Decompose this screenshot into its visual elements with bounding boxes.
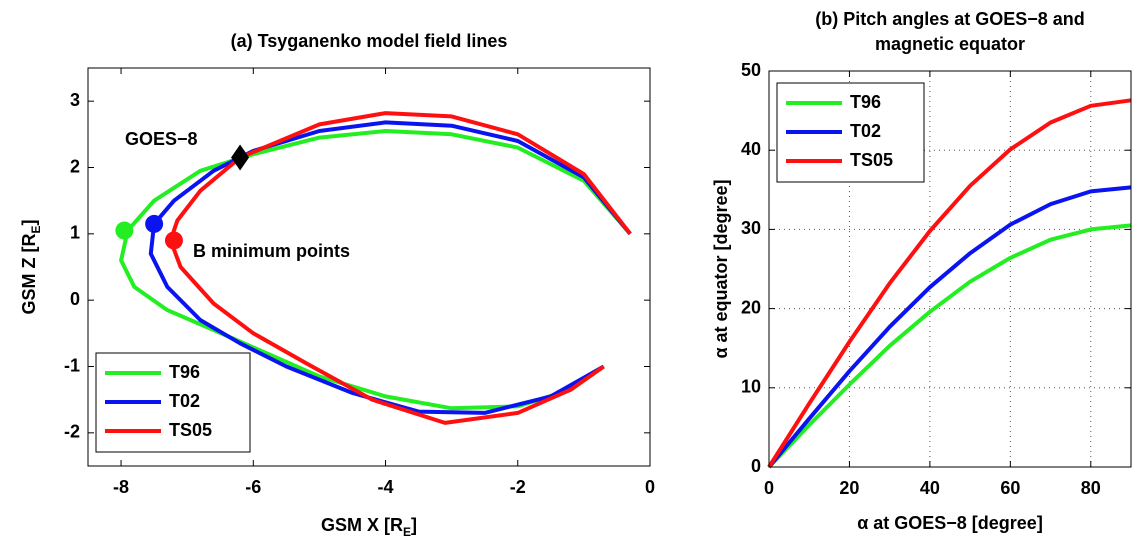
axis-label-subscript: E	[403, 525, 411, 539]
legend-label: TS05	[169, 420, 212, 440]
axis-label-part: ]	[19, 219, 39, 225]
y-tick-label: 0	[70, 289, 80, 309]
b-minimum-point	[164, 231, 183, 250]
series-line	[767, 98, 1132, 469]
chart-title: (b) Pitch angles at GOES−8 and	[815, 9, 1085, 29]
legend-label: T02	[850, 121, 881, 141]
axis-label: α at equator [degree]	[711, 179, 731, 358]
y-tick-label: -1	[64, 355, 80, 375]
axis-label-part: ]	[411, 515, 417, 535]
series-line	[767, 223, 1132, 469]
axis-label-part: GSM Z [R	[19, 234, 39, 315]
y-tick-label: 30	[741, 218, 761, 238]
y-tick-label: 40	[741, 139, 761, 159]
series-line	[148, 120, 632, 415]
series-line	[767, 185, 1132, 469]
legend-label: TS05	[850, 150, 893, 170]
b-minimum-point	[145, 214, 164, 233]
axis-label-part: α at GOES−8 [degree]	[857, 513, 1043, 533]
y-tick-label: -2	[64, 422, 80, 442]
axis-label-subscript: E	[29, 225, 43, 233]
y-tick-label: 20	[741, 297, 761, 317]
axis-label-part: α at equator [degree]	[711, 179, 731, 358]
x-tick-label: -6	[245, 477, 261, 497]
x-tick-label: -4	[378, 477, 394, 497]
legend-label: T02	[169, 391, 200, 411]
chart-title: magnetic equator	[875, 34, 1025, 54]
x-tick-label: 0	[764, 478, 774, 498]
annotation: GOES−8	[125, 129, 198, 149]
legend: T96 T02 TS05	[776, 82, 925, 183]
x-tick-label: 80	[1081, 478, 1101, 498]
axis-label: GSM Z [RE]	[19, 219, 43, 314]
plot-frame	[768, 70, 1132, 468]
x-tick-label: 40	[920, 478, 940, 498]
y-tick-label: 10	[741, 377, 761, 397]
y-tick-label: 50	[741, 60, 761, 80]
axis-label-part: GSM X [R	[321, 515, 403, 535]
axis-label: GSM X [RE]	[321, 515, 417, 539]
x-tick-label: 60	[1000, 478, 1020, 498]
y-tick-label: 0	[751, 456, 761, 476]
chart-title: (a) Tsyganenko model field lines	[231, 31, 508, 51]
y-tick-label: 3	[70, 90, 80, 110]
x-tick-label: 0	[645, 477, 655, 497]
x-tick-label: -2	[510, 477, 526, 497]
legend-label: T96	[169, 362, 200, 382]
axis-label: α at GOES−8 [degree]	[857, 513, 1043, 533]
annotation: B minimum points	[193, 241, 350, 261]
x-tick-label: 20	[839, 478, 859, 498]
legend-label: T96	[850, 92, 881, 112]
series-line	[119, 129, 632, 411]
b-minimum-point	[115, 221, 134, 240]
legend: T96 T02 TS05	[95, 352, 251, 453]
y-tick-label: 1	[70, 223, 80, 243]
x-tick-label: -8	[113, 477, 129, 497]
y-tick-label: 2	[70, 156, 80, 176]
goes8-marker	[231, 144, 250, 171]
plot-frame	[87, 67, 651, 467]
